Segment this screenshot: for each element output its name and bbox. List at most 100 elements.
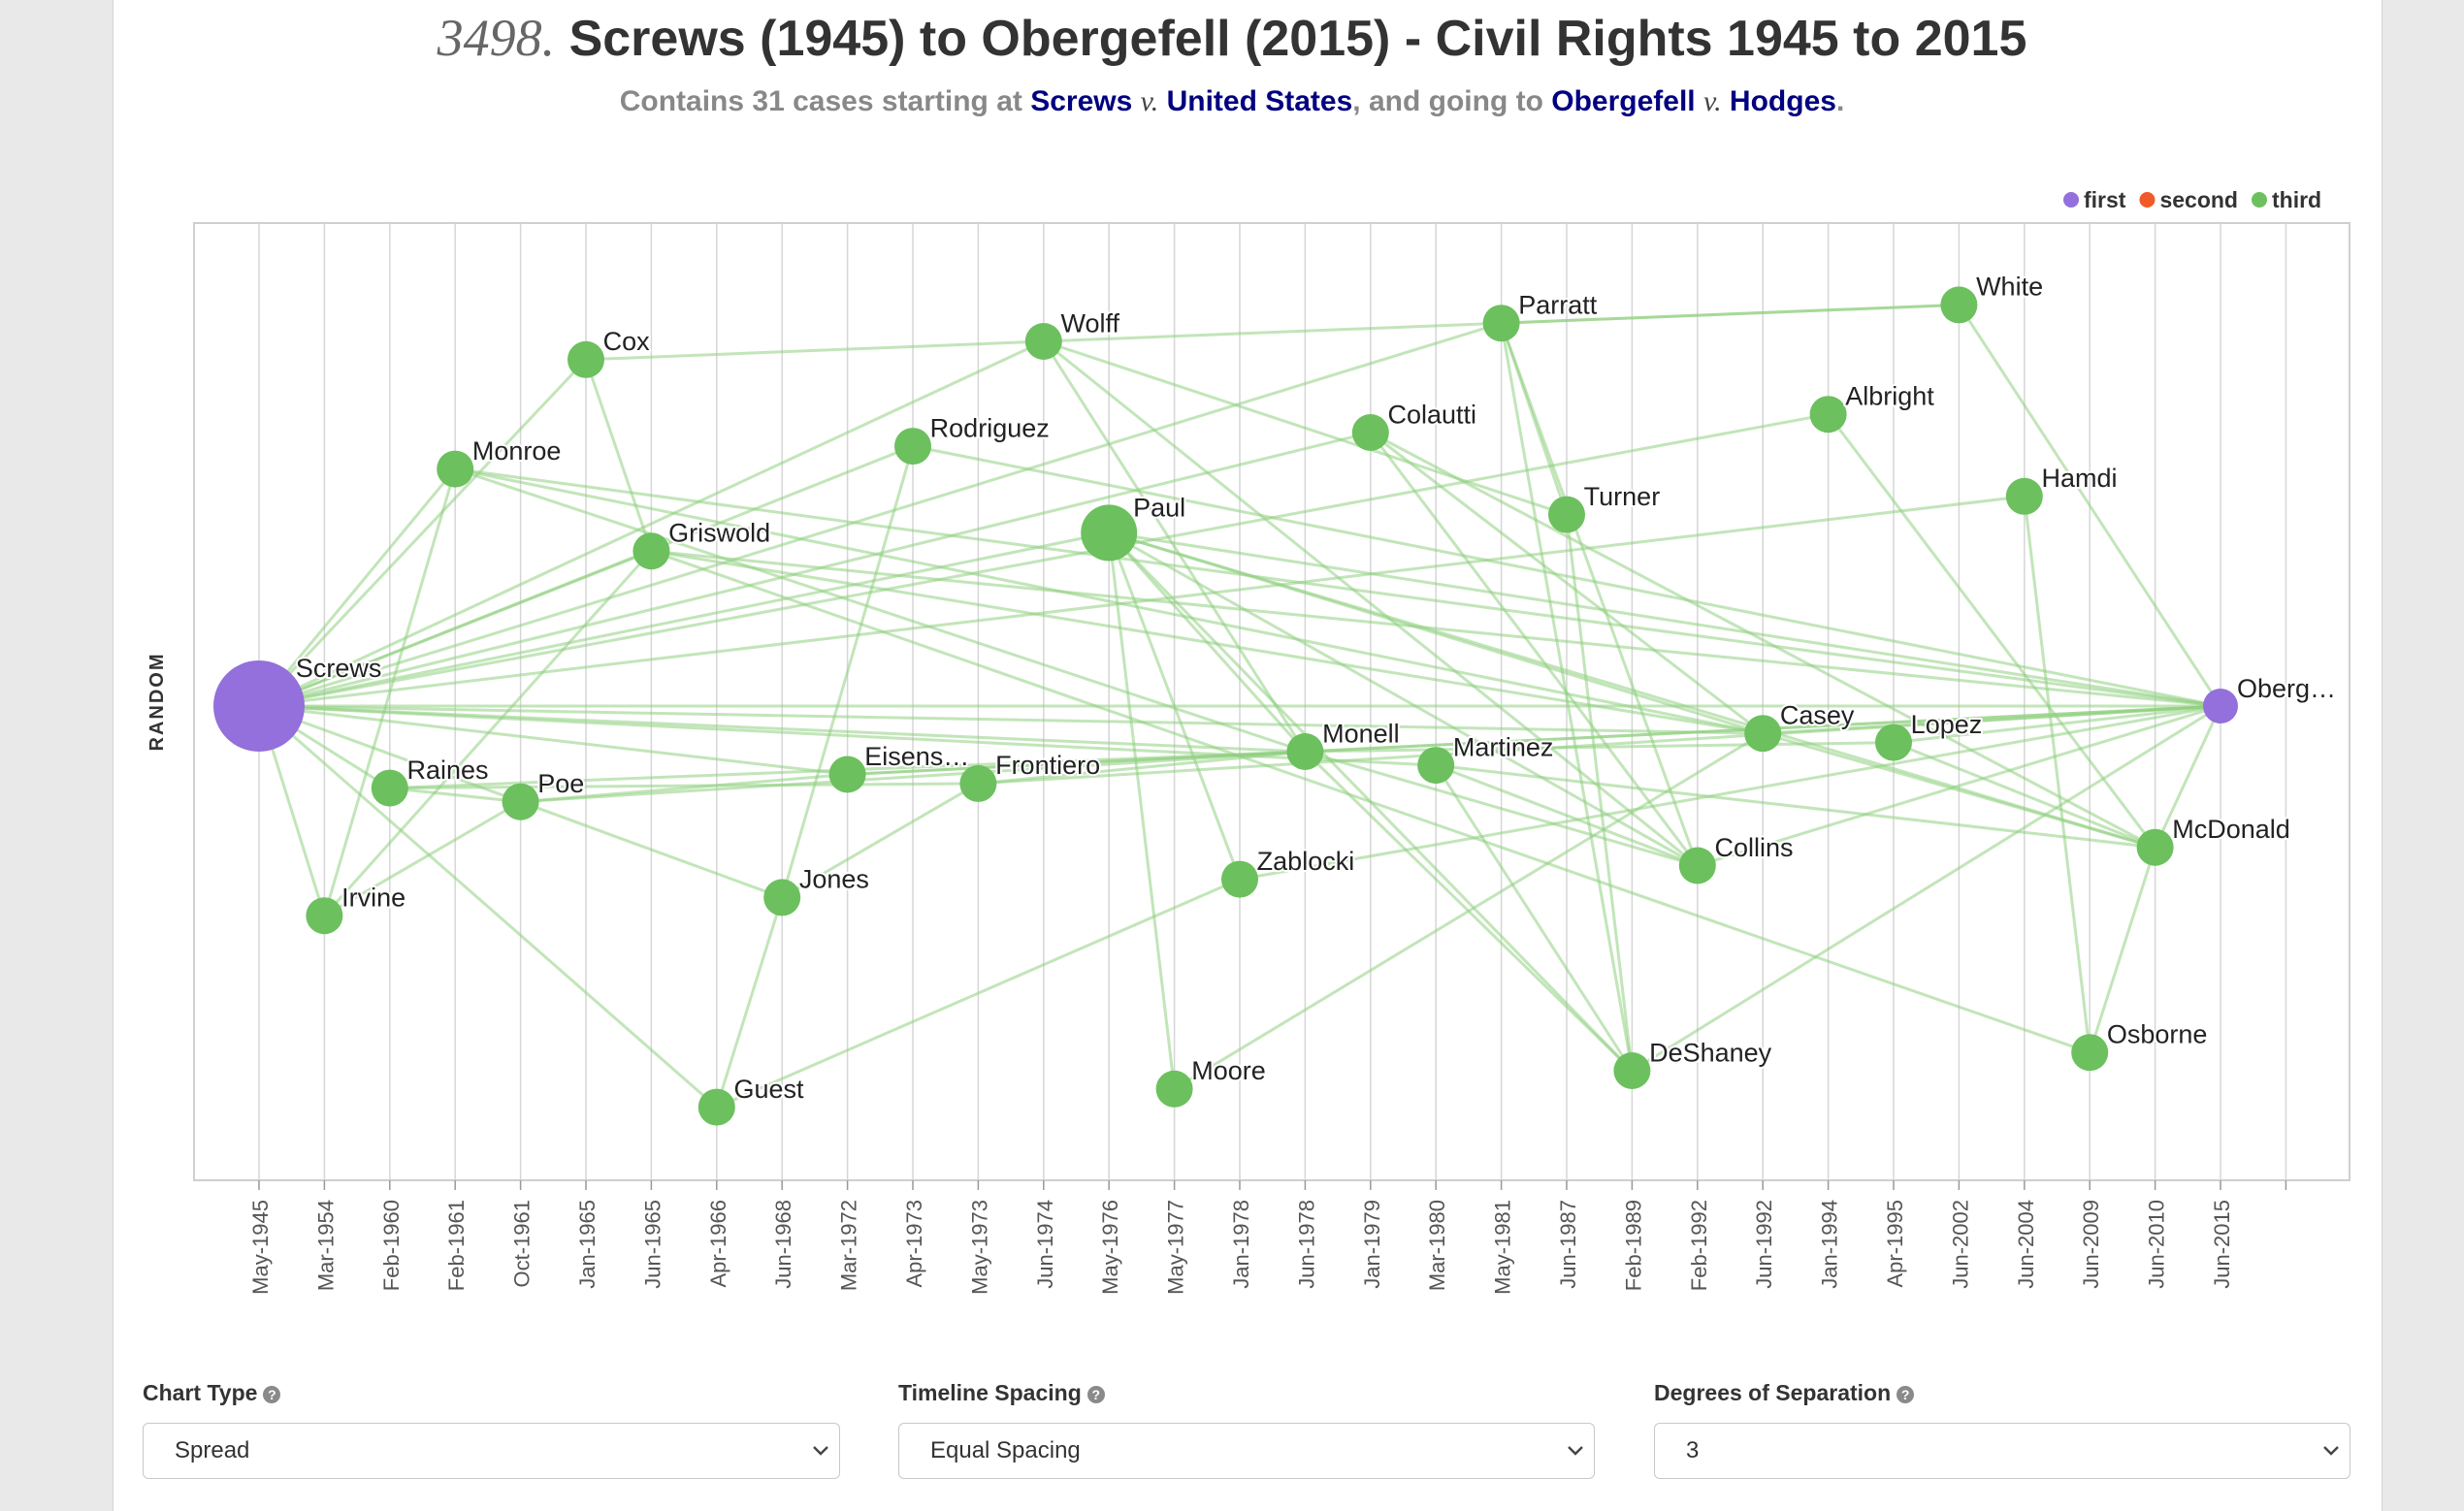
node-label-hamdi[interactable]: Hamdi	[2039, 462, 2119, 495]
help-icon[interactable]: ?	[1897, 1386, 1915, 1403]
node-white[interactable]	[1940, 286, 1978, 324]
node-label-poe[interactable]: Poe	[535, 767, 586, 800]
x-tick-label: Feb-1961	[444, 1200, 469, 1291]
link-parratt-white	[1501, 303, 1960, 325]
node-monroe[interactable]	[437, 450, 474, 488]
link-mcdonald-obergefell	[2154, 705, 2222, 849]
node-label-lopez[interactable]: Lopez	[1909, 708, 1985, 741]
versus-1: v.	[1140, 85, 1159, 117]
node-albright[interactable]	[1809, 396, 1847, 434]
node-label-guest[interactable]: Guest	[731, 1073, 806, 1106]
node-guest[interactable]	[697, 1088, 735, 1126]
legend-label[interactable]: third	[2272, 187, 2321, 212]
legend-label[interactable]: second	[2159, 187, 2238, 212]
node-label-obergefell[interactable]: Oberg…	[2235, 672, 2338, 705]
link-monroe-casey	[454, 467, 1764, 735]
node-griswold[interactable]	[632, 532, 670, 570]
node-label-collins[interactable]: Collins	[1712, 831, 1795, 864]
node-label-monell[interactable]: Monell	[1320, 717, 1402, 750]
node-label-cox[interactable]: Cox	[601, 325, 653, 358]
node-obergefell[interactable]	[2203, 689, 2238, 723]
end-case-link-a[interactable]: Obergefell	[1551, 85, 1696, 117]
degrees-of-separation-value: 3	[1686, 1437, 1700, 1463]
help-icon[interactable]: ?	[1086, 1386, 1105, 1403]
grid-lines	[258, 223, 2287, 1180]
node-mcdonald[interactable]	[2136, 828, 2174, 866]
link-irvine-poe	[323, 800, 522, 917]
node-label-griswold[interactable]: Griswold	[666, 517, 772, 550]
help-icon[interactable]: ?	[263, 1386, 281, 1403]
node-label-deshaney[interactable]: DeShaney	[1647, 1036, 1774, 1069]
node-label-white[interactable]: White	[1974, 271, 2045, 304]
node-cox[interactable]	[567, 340, 604, 378]
link-screws-wolff	[258, 339, 1045, 708]
node-label-monroe[interactable]: Monroe	[470, 434, 564, 467]
node-irvine[interactable]	[306, 897, 343, 935]
node-label-martinez[interactable]: Martinez	[1451, 730, 1556, 763]
node-label-zablocki[interactable]: Zablocki	[1255, 845, 1357, 878]
degrees-of-separation-select[interactable]: 3	[1654, 1423, 2351, 1479]
node-label-raines[interactable]: Raines	[405, 754, 490, 787]
x-tick-label: Jun-2010	[2145, 1200, 2169, 1289]
node-zablocki[interactable]	[1221, 860, 1258, 898]
node-label-albright[interactable]: Albright	[1843, 380, 1936, 413]
node-label-paul[interactable]: Paul	[1131, 492, 1187, 525]
link-screws-hamdi	[258, 495, 2025, 708]
start-case-link-a[interactable]: Screws	[1030, 85, 1133, 117]
x-tick-label: Apr-1995	[1883, 1200, 1907, 1288]
x-tick-label: Mar-1972	[837, 1200, 861, 1291]
link-irvine-griswold	[323, 550, 653, 917]
link-wolff-collins	[1042, 339, 1699, 867]
node-colautti[interactable]	[1351, 414, 1389, 451]
x-tick-label: Jan-1979	[1360, 1200, 1384, 1289]
node-wolff[interactable]	[1024, 323, 1062, 360]
node-moore[interactable]	[1155, 1070, 1193, 1108]
node-hamdi[interactable]	[2005, 477, 2043, 515]
node-label-eisens[interactable]: Eisens…	[862, 740, 971, 773]
node-jones[interactable]	[763, 879, 801, 916]
link-zablocki-obergefell	[1239, 704, 2221, 882]
node-label-moore[interactable]: Moore	[1189, 1054, 1268, 1087]
timeline-spacing-select[interactable]: Equal Spacing	[898, 1423, 1595, 1479]
node-eisens[interactable]	[828, 756, 866, 793]
node-turner[interactable]	[1548, 496, 1585, 533]
node-monell[interactable]	[1286, 733, 1324, 770]
node-label-jones[interactable]: Jones	[797, 863, 871, 896]
node-label-osborne[interactable]: Osborne	[2105, 1018, 2210, 1051]
node-collins[interactable]	[1678, 847, 1716, 884]
node-raines[interactable]	[371, 769, 408, 807]
node-poe[interactable]	[502, 783, 539, 820]
node-label-parratt[interactable]: Parratt	[1516, 289, 1600, 322]
node-label-colautti[interactable]: Colautti	[1385, 398, 1478, 431]
link-monell-collins	[1304, 750, 1699, 867]
node-osborne[interactable]	[2071, 1034, 2109, 1072]
node-label-frontiero[interactable]: Frontiero	[993, 749, 1102, 782]
node-rodriguez[interactable]	[894, 428, 931, 466]
page-subtitle: Contains 31 cases starting at Screws v. …	[0, 85, 2464, 118]
chart-type-select[interactable]: Spread	[143, 1423, 840, 1479]
link-parratt-collins	[1500, 322, 1700, 867]
x-tick-label: May-1981	[1491, 1200, 1515, 1295]
legend-label[interactable]: first	[2084, 187, 2126, 212]
node-martinez[interactable]	[1417, 747, 1455, 785]
node-label-screws[interactable]: Screws	[294, 652, 384, 685]
node-screws[interactable]	[213, 660, 305, 752]
node-casey[interactable]	[1744, 715, 1782, 753]
node-paul[interactable]	[1081, 504, 1138, 562]
node-label-rodriguez[interactable]: Rodriguez	[928, 411, 1052, 444]
node-frontiero[interactable]	[959, 764, 997, 802]
link-paul-mcdonald	[1108, 530, 2156, 850]
node-parratt[interactable]	[1482, 305, 1520, 342]
legend: first second third	[2063, 187, 2321, 212]
end-case-link-b[interactable]: Hodges	[1729, 85, 1836, 117]
node-label-turner[interactable]: Turner	[1582, 480, 1663, 513]
plot-frame	[193, 222, 2351, 1181]
node-label-casey[interactable]: Casey	[1778, 699, 1857, 732]
start-case-link-b[interactable]: United States	[1166, 85, 1353, 117]
link-colautti-collins	[1369, 432, 1699, 867]
node-label-mcdonald[interactable]: McDonald	[2170, 813, 2292, 846]
node-label-wolff[interactable]: Wolff	[1058, 306, 1121, 339]
node-label-irvine[interactable]: Irvine	[340, 882, 407, 915]
node-deshaney[interactable]	[1613, 1052, 1651, 1089]
node-lopez[interactable]	[1875, 723, 1912, 761]
